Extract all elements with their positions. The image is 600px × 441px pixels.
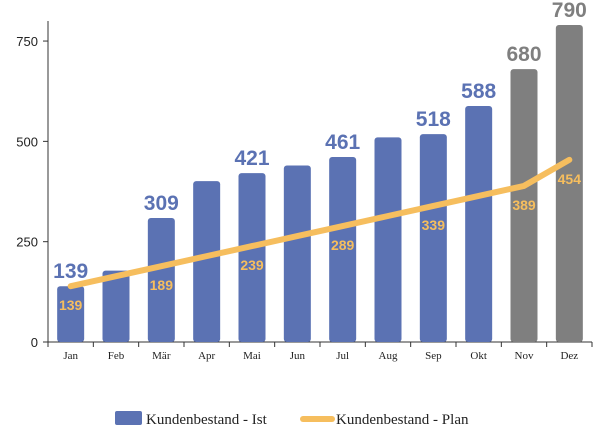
bar xyxy=(147,218,175,342)
bar-data-label: 421 xyxy=(234,147,269,170)
x-tick-label: Apr xyxy=(198,350,215,362)
plan-data-label: 339 xyxy=(422,217,446,233)
bar-data-label: 680 xyxy=(506,43,541,66)
legend-swatch-actual xyxy=(115,411,142,425)
x-tick-label: Feb xyxy=(108,350,125,362)
x-tick-label: Mär xyxy=(152,350,171,362)
bar xyxy=(510,69,538,342)
y-tick-label: 0 xyxy=(31,335,38,350)
bars-group xyxy=(57,25,583,342)
bar-data-label: 461 xyxy=(325,131,360,154)
bar xyxy=(283,165,311,342)
data-labels-group: 139 309 421 461 518 588 680 790 139 189 239 289 339 3… xyxy=(53,0,587,313)
x-tick-label: Sep xyxy=(425,350,442,362)
y-axis: 0 250 500 750 xyxy=(16,21,49,350)
plan-data-label: 289 xyxy=(331,237,355,253)
x-tick-label: Mai xyxy=(243,350,261,362)
bar xyxy=(238,173,266,342)
bar xyxy=(57,286,85,342)
x-tick-label: Dez xyxy=(560,350,578,362)
x-tick-label: Nov xyxy=(515,350,534,362)
legend: Kundenbestand - Ist Kundenbestand - Plan xyxy=(115,411,469,428)
bar xyxy=(374,137,402,342)
bar xyxy=(555,25,583,342)
plan-data-label: 239 xyxy=(240,257,264,273)
bar-data-label: 139 xyxy=(53,260,88,283)
plan-data-label: 139 xyxy=(59,297,83,313)
legend-label-actual: Kundenbestand - Ist xyxy=(146,412,268,428)
x-tick-label: Jan xyxy=(63,350,78,362)
bar-data-label: 588 xyxy=(461,80,496,103)
y-tick-label: 500 xyxy=(16,134,38,149)
x-tick-label: Aug xyxy=(379,350,398,362)
x-tick-label: Jul xyxy=(336,350,349,362)
x-tick-label: Jun xyxy=(290,350,306,362)
bar xyxy=(193,181,221,342)
x-tick-label: Okt xyxy=(470,350,487,362)
bar xyxy=(465,106,493,342)
bar xyxy=(329,157,357,342)
plan-line-group xyxy=(67,156,573,290)
bar-data-label: 790 xyxy=(552,0,587,22)
bar-data-label: 309 xyxy=(144,192,179,215)
y-tick-label: 250 xyxy=(16,235,38,250)
x-axis: Jan Feb Mär Apr Mai Jun Jul Aug Sep Okt Nov Dez xyxy=(47,341,593,362)
plan-data-label: 389 xyxy=(512,197,536,213)
plan-line xyxy=(67,156,573,290)
legend-label-plan: Kundenbestand - Plan xyxy=(336,412,469,428)
bar-data-label: 518 xyxy=(416,108,451,131)
y-tick-label: 750 xyxy=(16,34,38,49)
plan-data-label: 189 xyxy=(150,277,174,293)
bar xyxy=(419,134,447,342)
bar xyxy=(102,270,130,342)
plan-data-label: 454 xyxy=(558,171,582,187)
